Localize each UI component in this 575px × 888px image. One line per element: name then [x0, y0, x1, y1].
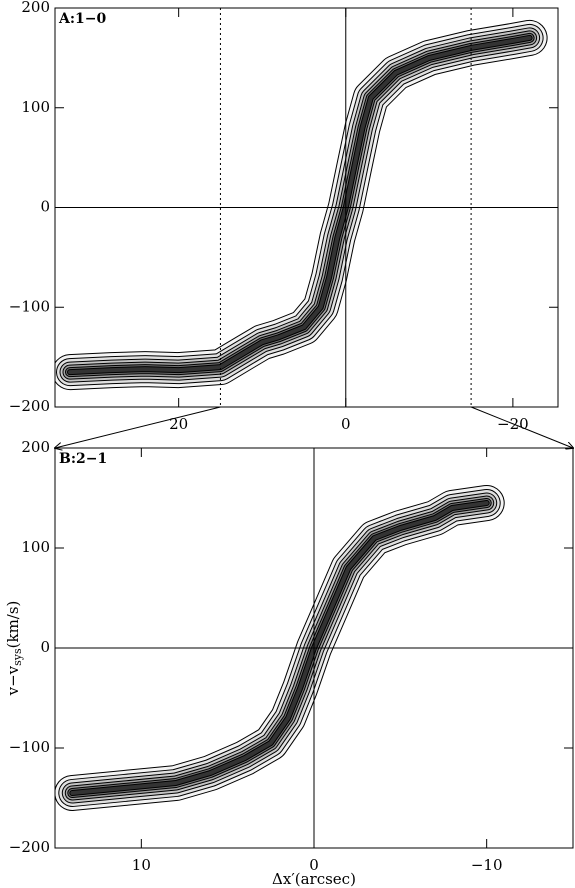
y-tick-label: 100 [21, 98, 50, 116]
x-tick-label: 20 [169, 415, 188, 433]
contour [63, 31, 537, 379]
x-tick-label: −10 [471, 856, 503, 874]
y-axis-label-part: sys [11, 648, 24, 666]
plot-area [55, 485, 505, 811]
y-tick-label: −100 [9, 297, 50, 315]
y-tick-label: 0 [40, 198, 50, 216]
y-tick-label: −200 [9, 397, 50, 415]
plot-area [55, 19, 548, 391]
y-tick-label: 0 [40, 638, 50, 656]
y-axis-label: v−vsys(km/s) [4, 601, 24, 697]
y-tick-label: 200 [21, 0, 50, 16]
y-tick-label: 100 [21, 538, 50, 556]
contour [70, 501, 489, 795]
y-axis-label-part: (km/s) [4, 601, 22, 649]
contour [68, 35, 532, 375]
x-tick-label: 0 [341, 415, 351, 433]
x-tick-label: 0 [309, 856, 319, 874]
y-tick-label: −100 [9, 738, 50, 756]
x-axis-label: Δx′(arcsec) [272, 870, 356, 888]
panel-title: A:1−0 [58, 11, 107, 27]
zoom-arrow [470, 406, 573, 448]
y-tick-label: 200 [21, 438, 50, 456]
panel-title: B:2−1 [59, 451, 107, 467]
y-tick-label: −200 [9, 838, 50, 856]
zoom-arrow [55, 406, 221, 448]
y-axis-label-part: v−v [4, 665, 22, 696]
x-tick-label: 10 [132, 856, 151, 874]
